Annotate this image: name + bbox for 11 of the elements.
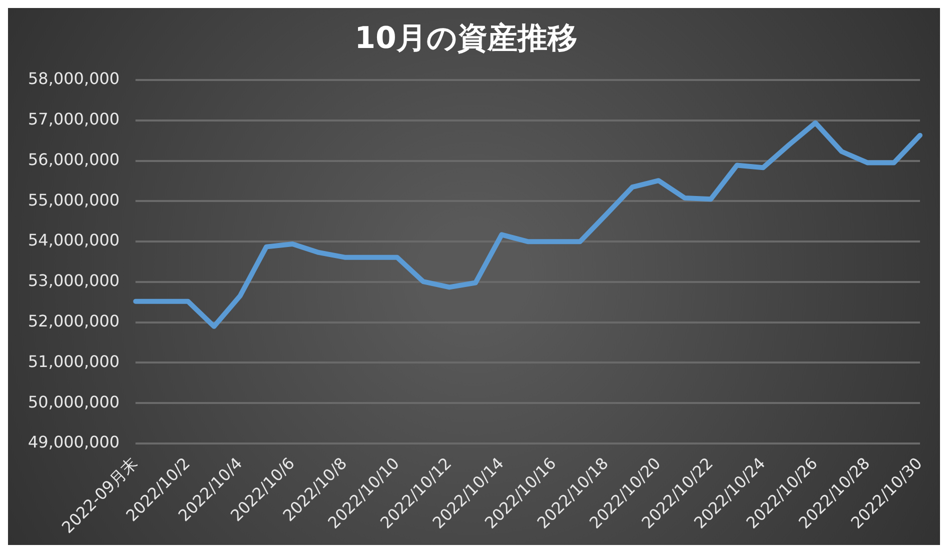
y-tick-label: 51,000,000 bbox=[28, 352, 120, 371]
y-tick-label: 57,000,000 bbox=[28, 110, 120, 129]
y-tick-label: 55,000,000 bbox=[28, 190, 120, 210]
y-tick-label: 58,000,000 bbox=[28, 69, 120, 88]
y-tick-label: 52,000,000 bbox=[28, 312, 120, 331]
y-tick-label: 53,000,000 bbox=[28, 271, 120, 290]
y-tick-label: 54,000,000 bbox=[28, 230, 120, 250]
y-tick-label: 50,000,000 bbox=[28, 392, 120, 412]
y-tick-label: 49,000,000 bbox=[28, 432, 120, 452]
chart-title: 10月の資産推移 bbox=[354, 20, 578, 56]
y-tick-label: 56,000,000 bbox=[28, 150, 120, 169]
